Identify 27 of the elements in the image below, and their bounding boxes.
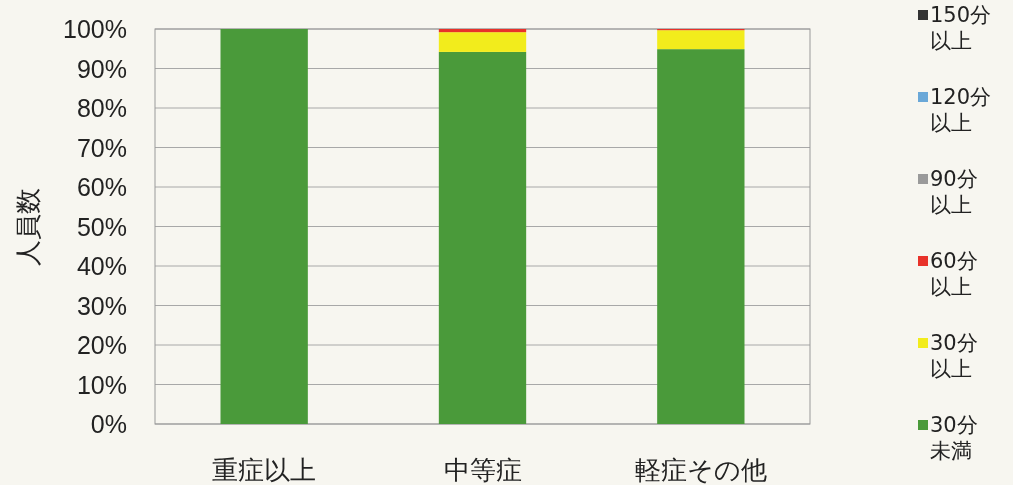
y-tick-label: 80%	[76, 94, 127, 122]
legend-label: 60分以上	[930, 249, 978, 299]
y-tick-label: 10%	[76, 370, 127, 399]
y-tick-label: 60%	[76, 173, 127, 201]
legend-label: 30分未満	[930, 413, 978, 463]
legend-label: 30分以上	[930, 331, 978, 381]
y-tick-label: 0%	[90, 410, 127, 438]
x-tick-label: 中等症	[443, 455, 522, 485]
legend-label: 150分以上	[930, 3, 992, 53]
y-tick-label: 20%	[76, 331, 127, 359]
y-tick-label: 70%	[76, 133, 127, 162]
x-tick-label: 軽症その他	[634, 455, 767, 485]
bar	[657, 30, 745, 50]
y-tick-label: 100%	[63, 15, 127, 43]
y-tick-label: 40%	[76, 252, 127, 280]
legend-label: 120分以上	[930, 85, 992, 135]
x-tick-label: 重症以上	[212, 455, 317, 485]
bar	[438, 29, 527, 33]
y-tick-label: 30%	[76, 291, 127, 320]
bar	[438, 51, 527, 424]
bar	[220, 29, 308, 424]
y-axis-title: 人員数	[13, 187, 43, 266]
y-tick-label: 50%	[76, 212, 127, 241]
bar	[438, 32, 527, 52]
legend-label: 90分以上	[930, 167, 978, 217]
bar	[657, 49, 745, 424]
y-tick-label: 90%	[76, 54, 127, 83]
